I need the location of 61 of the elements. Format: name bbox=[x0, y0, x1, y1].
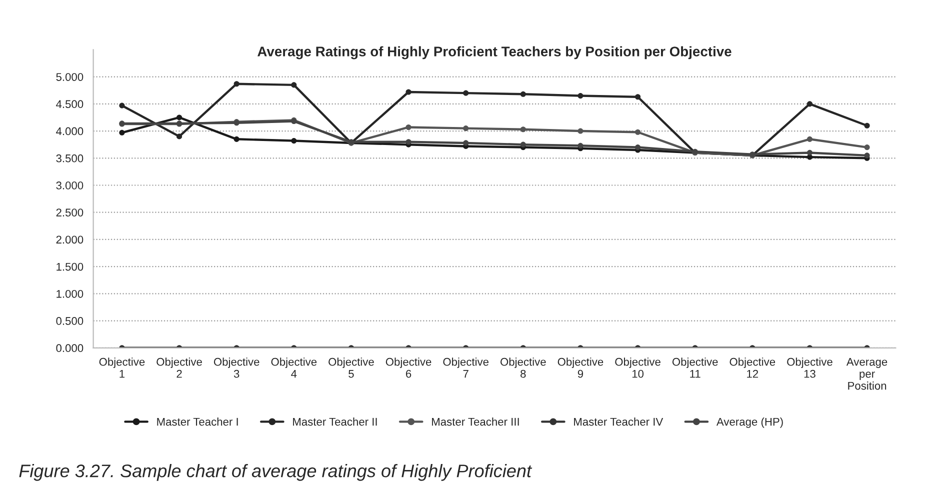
x-tick-label: Objective 9 bbox=[558, 358, 604, 378]
point bbox=[176, 114, 182, 120]
legend-label: Master Teacher IV bbox=[574, 418, 664, 426]
point bbox=[291, 82, 297, 88]
point bbox=[806, 101, 812, 107]
legend-label: Master Teacher I bbox=[157, 418, 238, 426]
point bbox=[406, 124, 412, 130]
y-tick-label: 5.000 bbox=[56, 73, 84, 81]
caption: Figure 3.27. Sample chart of average ratings of Highly Proficient bbox=[19, 464, 532, 481]
y-tick-label: 3.000 bbox=[56, 182, 84, 190]
point bbox=[578, 142, 584, 148]
y-tick-label: 2.500 bbox=[56, 208, 84, 216]
point bbox=[463, 140, 469, 146]
x-tick-label: Objective 7 bbox=[443, 358, 488, 378]
x-tick-label: Objective 5 bbox=[328, 358, 374, 378]
point bbox=[864, 122, 870, 128]
point bbox=[176, 134, 182, 140]
x-tick-label: Objective 10 bbox=[615, 358, 660, 378]
legend-label: Master Teacher III bbox=[432, 418, 519, 426]
point bbox=[406, 139, 412, 145]
point bbox=[463, 90, 469, 96]
x-tick-label: Average per Position bbox=[846, 358, 888, 390]
x-tick-label: Objective 1 bbox=[99, 358, 145, 378]
y-tick-label: 2.000 bbox=[56, 236, 84, 244]
point bbox=[520, 142, 526, 148]
y-tick-label: 1.000 bbox=[56, 290, 84, 298]
y-tick-label: 0.500 bbox=[56, 317, 84, 325]
point bbox=[634, 129, 641, 135]
point bbox=[520, 91, 526, 97]
x-tick-label: Objective 13 bbox=[787, 358, 832, 378]
point bbox=[291, 138, 297, 144]
x-tick-label: Objective 4 bbox=[271, 358, 317, 378]
y-tick-label: 4.500 bbox=[56, 100, 84, 108]
point bbox=[520, 126, 526, 132]
point bbox=[119, 102, 125, 108]
point bbox=[806, 136, 812, 142]
x-tick-label: Objective 11 bbox=[672, 358, 718, 378]
y-tick-label: 1.500 bbox=[56, 262, 84, 271]
point bbox=[234, 81, 240, 87]
legend-label: Master Teacher II bbox=[293, 418, 377, 426]
point bbox=[864, 144, 870, 150]
x-tick-label: Objective 2 bbox=[156, 358, 202, 378]
y-tick-label: 0.000 bbox=[56, 344, 84, 352]
point bbox=[634, 94, 641, 100]
point bbox=[234, 136, 240, 142]
point bbox=[864, 152, 870, 158]
point bbox=[578, 93, 584, 99]
point bbox=[119, 130, 125, 136]
point bbox=[634, 144, 641, 150]
y-tick-label: 4.000 bbox=[56, 127, 84, 136]
point bbox=[806, 150, 812, 156]
point bbox=[578, 128, 584, 134]
y-tick-label: 3.500 bbox=[56, 154, 84, 162]
legend-label: Average (HP) bbox=[716, 418, 783, 428]
point bbox=[463, 126, 469, 132]
x-tick-label: Objective 12 bbox=[730, 358, 776, 378]
point bbox=[406, 89, 412, 95]
x-tick-label: Objective 6 bbox=[386, 358, 432, 378]
x-tick-label: Objective 8 bbox=[500, 358, 546, 378]
chart-title: Average Ratings of Highly Proficient Teachers by Position per Objective bbox=[258, 46, 732, 60]
x-tick-label: Objective 3 bbox=[214, 358, 260, 378]
